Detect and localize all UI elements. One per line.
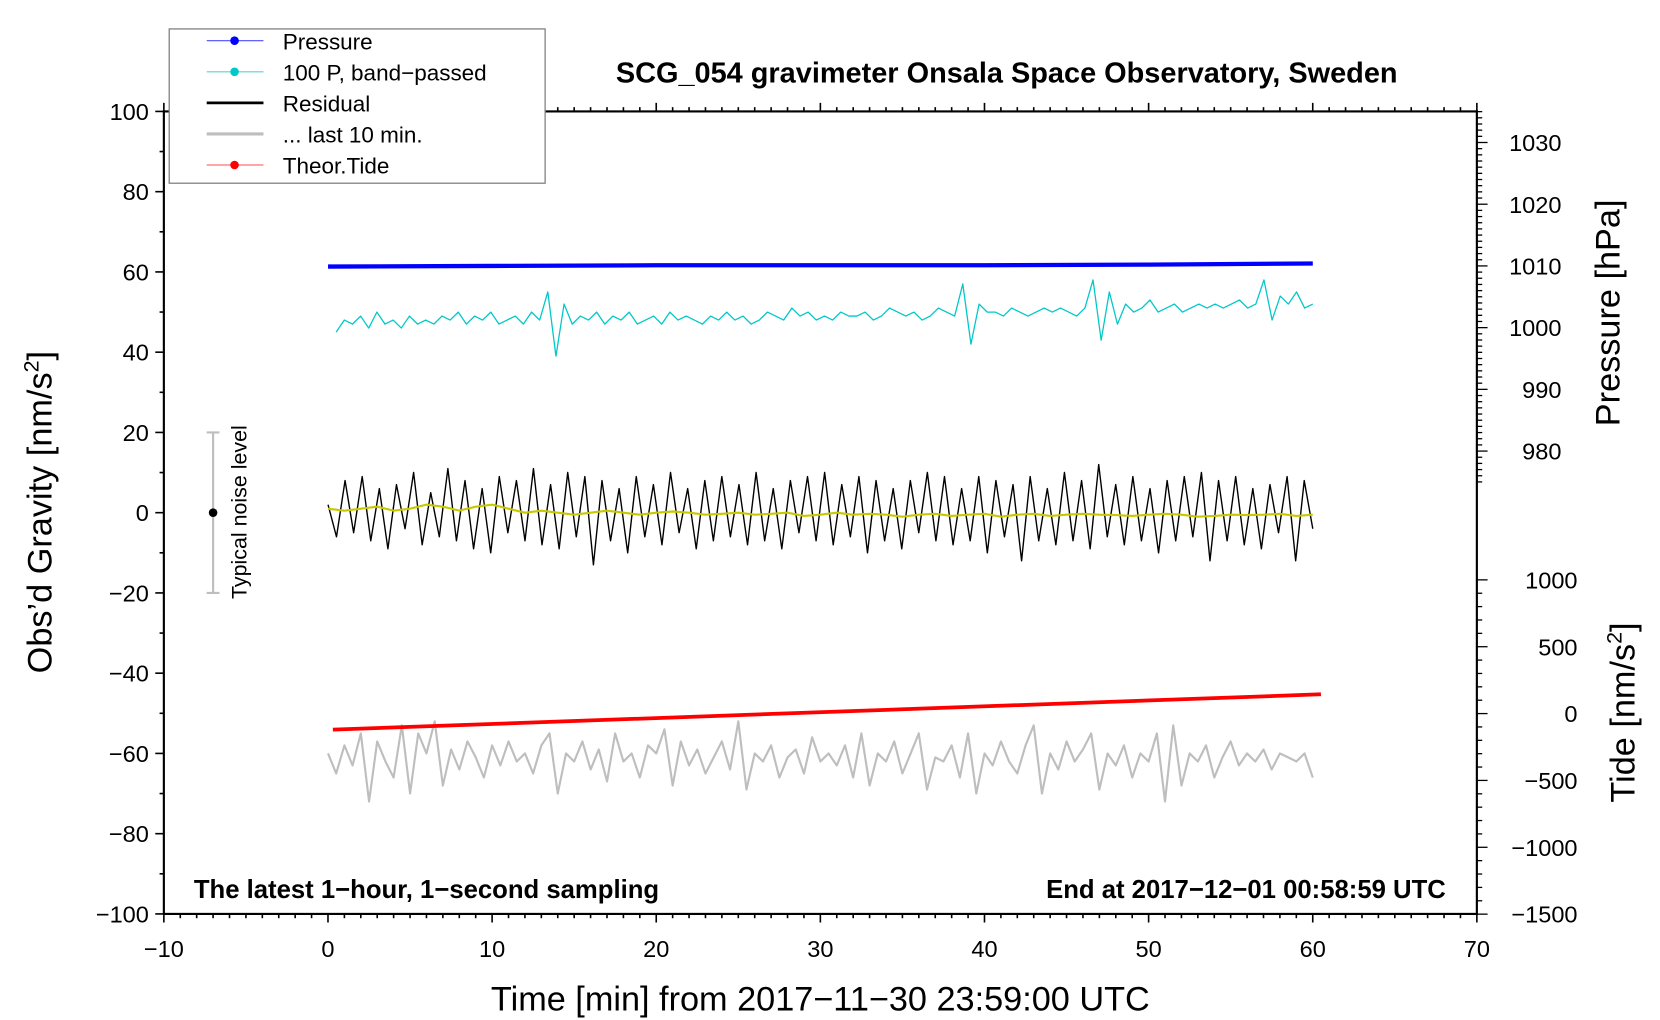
x-tick-label: 0 (321, 936, 334, 962)
ticks-layer: −10 0 10 20 30 40 50 60 70100806040200−20−40−60−… (96, 99, 1578, 962)
y-tick-label: −100 (96, 901, 149, 927)
y-tick-label: −20 (109, 580, 149, 606)
axes-layer (162, 110, 1478, 915)
x-tick-label: 10 (479, 936, 505, 962)
pressure-tick-label: 1030 (1509, 130, 1561, 156)
tide-axis-label-text: Tide [nm/s (1604, 644, 1642, 803)
y-tick-label: 0 (136, 500, 149, 526)
pressure-axis-label: Pressure [hPa] (1589, 200, 1627, 427)
legend-box (168, 28, 546, 184)
y-tick-label: −80 (109, 821, 149, 847)
y-tick-label: 60 (123, 259, 149, 285)
annotation-left: The latest 1−hour, 1−second sampling (194, 876, 659, 904)
chart-title: SCG_054 gravimeter Onsala Space Observat… (616, 57, 1398, 89)
legend-marker (230, 160, 239, 170)
tide-tick-label: 1000 (1525, 567, 1577, 593)
legend-label: Theor.Tide (283, 154, 390, 179)
series-layer (327, 261, 1321, 803)
x-tick-label: 60 (1300, 936, 1326, 962)
pressure-tick-label: 1020 (1509, 192, 1561, 218)
annotation-right: End at 2017−12−01 00:58:59 UTC (1046, 876, 1446, 904)
x-tick-label: 70 (1464, 936, 1490, 962)
legend: Pressure 100 P, band−passed Residual ... la… (168, 28, 546, 184)
pressure-tick-label: 980 (1522, 439, 1561, 465)
legend-marker (230, 36, 239, 45)
pressure-tick-label: 1000 (1509, 315, 1561, 341)
y-tick-label: 20 (123, 420, 149, 446)
x-axis-label: Time [min] from 2017−11−30 23:59:00 UTC (491, 980, 1150, 1018)
x-tick-label: 30 (807, 936, 833, 962)
tide-tick-label: −1500 (1511, 902, 1577, 928)
legend-label: ... last 10 min. (283, 122, 423, 147)
y-tick-label: −60 (109, 741, 149, 767)
x-tick-label: −10 (144, 936, 184, 962)
legend-label: 100 P, band−passed (283, 60, 487, 85)
y-tick-label: 40 (123, 340, 149, 366)
x-tick-label: 50 (1136, 936, 1162, 962)
tide-axis-label-sup: 2 (1602, 632, 1626, 644)
tide-axis-label: Tide [nm/s2] (1602, 622, 1642, 802)
y-axis-label: Obs’d Gravity [nm/s2] (20, 351, 60, 673)
noise-center-dot (208, 508, 218, 517)
series-line-residual-smoothed (327, 503, 1313, 518)
tide-tick-label: 500 (1538, 634, 1577, 660)
y-axis-label-text: Obs’d Gravity [nm/s (21, 372, 59, 673)
series-line-last-10-min (327, 720, 1314, 803)
legend-marker (230, 67, 239, 77)
y-tick-label: 80 (123, 179, 149, 205)
noise-level-indicator: Typical noise level (206, 425, 251, 599)
noise-label: Typical noise level (227, 425, 251, 599)
tide-tick-label: −500 (1525, 768, 1578, 794)
tide-tick-label: 0 (1564, 701, 1577, 727)
series-line-pressure (328, 261, 1313, 269)
y-tick-label: 100 (110, 99, 149, 125)
y-axis-label-sup: 2 (20, 360, 44, 372)
x-tick-label: 20 (643, 936, 669, 962)
legend-label: Pressure (283, 29, 373, 54)
pressure-tick-label: 1010 (1509, 253, 1561, 279)
y-tick-label: −40 (109, 661, 149, 687)
tide-axis-label-end: ] (1604, 622, 1642, 632)
legend-label: Residual (283, 91, 370, 116)
pressure-tick-label: 990 (1522, 377, 1561, 403)
y-axis-label-end: ] (21, 351, 59, 361)
series-line-theor-tide (332, 692, 1321, 732)
plot-frame (162, 110, 1478, 915)
series-line-residual (327, 463, 1314, 566)
tide-tick-label: −1000 (1511, 835, 1577, 861)
x-tick-label: 40 (971, 936, 997, 962)
series-line-100-p-band-passed (335, 279, 1314, 357)
